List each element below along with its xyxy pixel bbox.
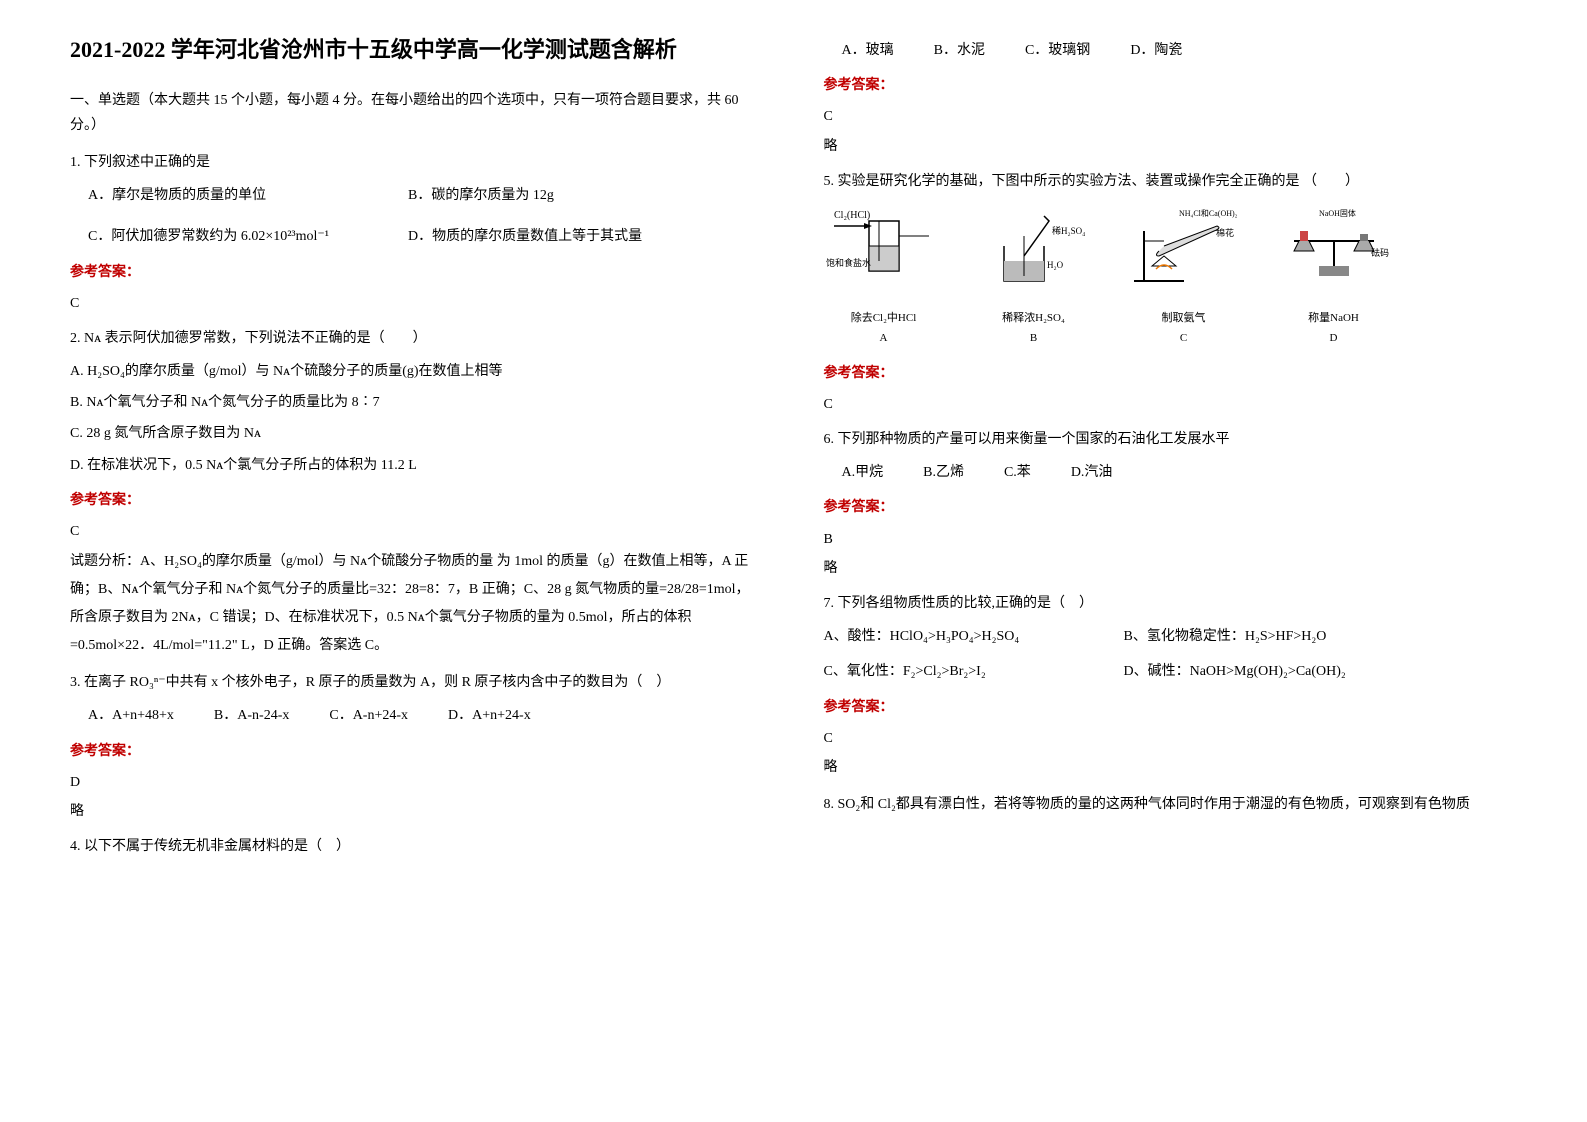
q5c-top: NH₄Cl和Ca(OH)₂ xyxy=(1179,209,1238,218)
q7-opt-a: A、酸性：HClO₄>H₃PO₄>H₂SO₄ xyxy=(824,624,1124,649)
q3-opt-a: A．A+n+48+x xyxy=(88,703,174,728)
q1-opt-d: D．物质的摩尔质量数值上等于其式量 xyxy=(408,224,642,249)
q5-stem: 5. 实验是研究化学的基础，下图中所示的实验方法、装置或操作完全正确的是 （ ） xyxy=(824,169,1518,194)
q3-opt-b: B．A-n-24-x xyxy=(214,703,289,728)
q4-stem: 4. 以下不属于传统无机非金属材料的是（ ） xyxy=(70,834,764,859)
q3-opt-d: D．A+n+24-x xyxy=(448,703,531,728)
q3-opt-c: C．A-n+24-x xyxy=(329,703,408,728)
left-column: 2021-2022 学年河北省沧州市十五级中学高一化学测试题含解析 一、单选题（… xyxy=(40,30,794,1092)
q5-img-b: 稀H₂SO₄ H₂O 稀释浓H₂SO₄ B xyxy=(974,206,1094,349)
q1-opt-c: C．阿伏加德罗常数约为 6.02×10²³mol⁻¹ xyxy=(88,224,408,249)
q5b-right: 稀H₂SO₄ xyxy=(1052,225,1085,236)
q1-options: A．摩尔是物质的质量的单位 B．碳的摩尔质量为 12g C．阿伏加德罗常数约为 … xyxy=(88,183,764,249)
q2-opt-c: C. 28 g 氮气所含原子数目为 Nᴀ xyxy=(70,421,764,446)
q6-extra: 略 xyxy=(824,556,1518,581)
right-column: A．玻璃 B．水泥 C．玻璃钢 D．陶瓷 参考答案： C 略 5. 实验是研究化… xyxy=(794,30,1548,1092)
q4-extra: 略 xyxy=(824,134,1518,159)
q5-answer: C xyxy=(824,392,1518,417)
q3-answer: D xyxy=(70,770,764,795)
page-title: 2021-2022 学年河北省沧州市十五级中学高一化学测试题含解析 xyxy=(70,30,764,70)
q6-opt-b: B.乙烯 xyxy=(923,460,964,485)
q7-answer-label: 参考答案： xyxy=(824,695,1518,720)
q4-answer-label: 参考答案： xyxy=(824,73,1518,98)
q5-answer-label: 参考答案： xyxy=(824,361,1518,386)
q5b-caption: 稀释浓H₂SO₄ B xyxy=(974,309,1094,349)
q5d-right: 砝码 xyxy=(1371,247,1389,258)
q4-opt-b: B．水泥 xyxy=(934,38,985,63)
q4-answer: C xyxy=(824,104,1518,129)
q4-opt-d: D．陶瓷 xyxy=(1130,38,1182,63)
q7-answer: C xyxy=(824,726,1518,751)
q2-opt-d: D. 在标准状况下，0.5 Nᴀ个氯气分子所占的体积为 11.2 L xyxy=(70,453,764,478)
q5-img-c: NH₄Cl和Ca(OH)₂ 棉花 制取氨气 C xyxy=(1124,206,1244,349)
q2-stem: 2. Nᴀ 表示阿伏加德罗常数，下列说法不正确的是（ ） xyxy=(70,326,764,351)
q3-stem: 3. 在离子 RO₃ⁿ⁻中共有 x 个核外电子，R 原子的质量数为 A，则 R … xyxy=(70,670,764,695)
q5-img-a: Cl₂(HCl) 饱和食盐水 除去Cl₂中HCl A xyxy=(824,206,944,349)
q5b-mid: H₂O xyxy=(1047,260,1064,270)
q3-answer-label: 参考答案： xyxy=(70,739,764,764)
q5c-caption: 制取氨气 C xyxy=(1124,309,1244,349)
q1-stem: 1. 下列叙述中正确的是 xyxy=(70,150,764,175)
q6-options: A.甲烷 B.乙烯 C.苯 D.汽油 xyxy=(842,460,1518,485)
q2-opt-b: B. Nᴀ个氧气分子和 Nᴀ个氮气分子的质量比为 8∶7 xyxy=(70,390,764,415)
q6-opt-d: D.汽油 xyxy=(1071,460,1113,485)
tube-stand-icon: NH₄Cl和Ca(OH)₂ 棉花 xyxy=(1124,206,1244,296)
q8-stem: 8. SO₂和 Cl₂都具有漂白性，若将等物质的量的这两种气体同时作用于潮湿的有… xyxy=(824,790,1518,821)
q7-options: A、酸性：HClO₄>H₃PO₄>H₂SO₄ B、氢化物稳定性：H₂S>HF>H… xyxy=(824,624,1518,684)
q5c-right: 棉花 xyxy=(1216,227,1234,238)
q5-img-d: NaOH固体 砝码 称量NaOH D xyxy=(1274,206,1394,349)
q1-opt-a: A．摩尔是物质的质量的单位 xyxy=(88,183,408,208)
q4-options: A．玻璃 B．水泥 C．玻璃钢 D．陶瓷 xyxy=(842,38,1518,63)
q1-opt-b: B．碳的摩尔质量为 12g xyxy=(408,183,554,208)
q5a-caption: 除去Cl₂中HCl A xyxy=(824,309,944,349)
flask-icon: Cl₂(HCl) 饱和食盐水 xyxy=(824,206,944,296)
q6-opt-a: A.甲烷 xyxy=(842,460,884,485)
section-1-title: 一、单选题（本大题共 15 个小题，每小题 4 分。在每小题给出的四个选项中，只… xyxy=(70,88,764,138)
q1-answer-label: 参考答案： xyxy=(70,260,764,285)
q4-opt-a: A．玻璃 xyxy=(842,38,894,63)
q4-opt-c: C．玻璃钢 xyxy=(1025,38,1090,63)
section-1-text: 一、单选题（本大题共 15 个小题，每小题 4 分。在每小题给出的四个选项中，只… xyxy=(70,93,739,133)
q5-experiment-images: Cl₂(HCl) 饱和食盐水 除去Cl₂中HCl A 稀H₂SO₄ H₂O xyxy=(824,206,1518,349)
q6-answer-label: 参考答案： xyxy=(824,495,1518,520)
beaker-icon: 稀H₂SO₄ H₂O xyxy=(974,206,1094,296)
q6-opt-c: C.苯 xyxy=(1004,460,1031,485)
q5a-top: Cl₂(HCl) xyxy=(834,210,870,221)
q6-stem: 6. 下列那种物质的产量可以用来衡量一个国家的石油化工发展水平 xyxy=(824,427,1518,452)
q5d-top: NaOH固体 xyxy=(1319,208,1356,218)
q7-extra: 略 xyxy=(824,755,1518,780)
balance-icon: NaOH固体 砝码 xyxy=(1274,206,1394,296)
q1-answer: C xyxy=(70,291,764,316)
q2-answer: C xyxy=(70,519,764,544)
q7-opt-c: C、氧化性：F₂>Cl₂>Br₂>I₂ xyxy=(824,659,1124,684)
q2-explain: 试题分析：A、H₂SO₄的摩尔质量（g/mol）与 Nᴀ个硫酸分子物质的量 为 … xyxy=(70,548,764,660)
q2-opt-a: A. H₂SO₄的摩尔质量（g/mol）与 Nᴀ个硫酸分子的质量(g)在数值上相… xyxy=(70,359,764,384)
q7-opt-d: D、碱性：NaOH>Mg(OH)₂>Ca(OH)₂ xyxy=(1124,659,1346,684)
q5a-mid: 饱和食盐水 xyxy=(826,257,871,268)
q7-opt-b: B、氢化物稳定性：H₂S>HF>H₂O xyxy=(1124,624,1327,649)
q6-answer: B xyxy=(824,527,1518,552)
q3-options: A．A+n+48+x B．A-n-24-x C．A-n+24-x D．A+n+2… xyxy=(88,703,764,728)
q3-extra: 略 xyxy=(70,799,764,824)
q5d-caption: 称量NaOH D xyxy=(1274,309,1394,349)
q2-answer-label: 参考答案： xyxy=(70,488,764,513)
q7-stem: 7. 下列各组物质性质的比较,正确的是（ ） xyxy=(824,591,1518,616)
